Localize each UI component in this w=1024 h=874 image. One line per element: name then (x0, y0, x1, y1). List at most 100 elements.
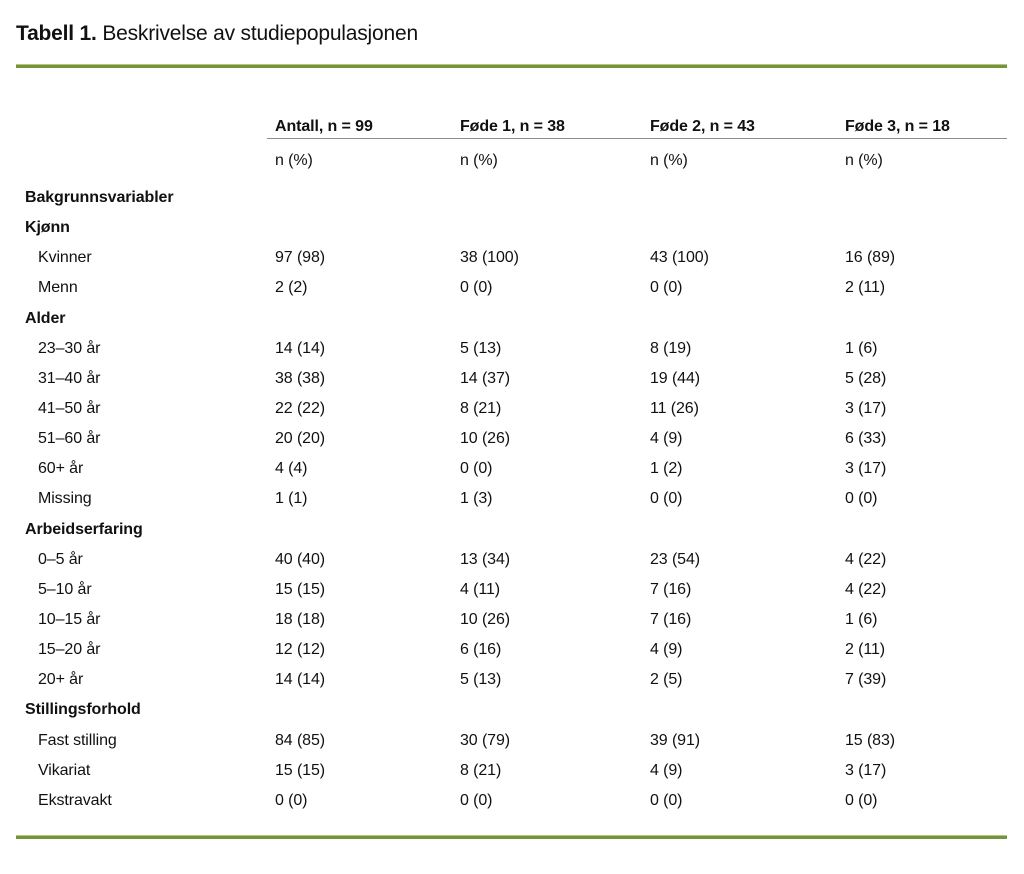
row-label: 15–20 år (38, 641, 101, 659)
column-header-fode2: Føde 2, n = 43 (650, 118, 755, 135)
value-cell: 14 (14) (275, 339, 325, 357)
value-cell: 4 (9) (650, 761, 683, 779)
table-row: 51–60 år 20 (20) 10 (26) 4 (9) 6 (33) (16, 424, 1008, 454)
value-cell: 1 (3) (460, 490, 493, 508)
row-label: Fast stilling (38, 731, 117, 749)
value-cell: 14 (14) (275, 671, 325, 689)
column-header-empty (16, 136, 275, 139)
row-label: Kjønn (25, 219, 70, 237)
row-label: 51–60 år (38, 430, 101, 448)
row-label: Ekstravakt (38, 791, 112, 809)
value-cell: 40 (40) (275, 550, 325, 568)
table-row: Kjønn (16, 213, 1008, 243)
units-cell: n (%) (460, 152, 498, 169)
value-cell: 2 (2) (275, 279, 308, 297)
value-cell: 15 (15) (275, 580, 325, 598)
column-header-antall: Antall, n = 99 (275, 118, 373, 135)
value-cell: 6 (33) (845, 430, 887, 448)
value-cell: 5 (13) (460, 671, 502, 689)
row-label: Arbeidserfaring (25, 520, 143, 538)
value-cell: 97 (98) (275, 249, 325, 267)
table-row: Stillingsforhold (16, 695, 1008, 725)
table-row: 60+ år 4 (4) 0 (0) 1 (2) 3 (17) (16, 454, 1008, 484)
row-label: 41–50 år (38, 400, 101, 418)
value-cell: 1 (6) (845, 611, 878, 629)
row-label: Alder (25, 309, 66, 327)
table-row: Bakgrunnsvariabler (16, 183, 1008, 213)
row-label: Vikariat (38, 761, 91, 779)
bottom-accent-rule (16, 835, 1007, 839)
row-label: Bakgrunnsvariabler (25, 189, 174, 207)
value-cell: 8 (21) (460, 761, 502, 779)
value-cell: 3 (17) (845, 460, 887, 478)
row-label: 31–40 år (38, 369, 101, 387)
value-cell: 30 (79) (460, 731, 510, 749)
value-cell: 4 (9) (650, 641, 683, 659)
value-cell: 39 (91) (650, 731, 700, 749)
value-cell: 8 (19) (650, 339, 692, 357)
value-cell: 2 (5) (650, 671, 683, 689)
value-cell: 3 (17) (845, 761, 887, 779)
table-body: Bakgrunnsvariabler Kjønn Kvinner 97 (98) 38 … (16, 183, 1008, 816)
value-cell: 0 (0) (460, 460, 493, 478)
value-cell: 4 (4) (275, 460, 308, 478)
table-row: 0–5 år 40 (40) 13 (34) 23 (54) 4 (22) (16, 545, 1008, 575)
value-cell: 4 (22) (845, 550, 887, 568)
row-label: 10–15 år (38, 611, 101, 629)
value-cell: 7 (39) (845, 671, 887, 689)
value-cell: 7 (16) (650, 580, 692, 598)
table-row: 31–40 år 38 (38) 14 (37) 19 (44) 5 (28) (16, 364, 1008, 394)
units-cell: n (%) (845, 152, 883, 169)
value-cell: 15 (15) (275, 761, 325, 779)
value-cell: 13 (34) (460, 550, 510, 568)
value-cell: 4 (9) (650, 430, 683, 448)
value-cell: 16 (89) (845, 249, 895, 267)
value-cell: 4 (11) (460, 580, 501, 598)
value-cell: 38 (38) (275, 369, 325, 387)
table-row: Menn 2 (2) 0 (0) 0 (0) 2 (11) (16, 273, 1008, 303)
table-row: 15–20 år 12 (12) 6 (16) 4 (9) 2 (11) (16, 635, 1008, 665)
table-title-prefix: Tabell 1. (16, 22, 97, 45)
value-cell: 2 (11) (845, 279, 886, 297)
row-label: 0–5 år (38, 550, 83, 568)
row-label: Stillingsforhold (25, 701, 141, 719)
table-row: Ekstravakt 0 (0) 0 (0) 0 (0) 0 (0) (16, 786, 1008, 816)
value-cell: 22 (22) (275, 400, 325, 418)
value-cell: 5 (28) (845, 369, 887, 387)
value-cell: 19 (44) (650, 369, 700, 387)
table-title: Tabell 1. Beskrivelse av studiepopulasjo… (16, 22, 418, 46)
table-row: 20+ år 14 (14) 5 (13) 2 (5) 7 (39) (16, 665, 1008, 695)
value-cell: 1 (6) (845, 339, 878, 357)
row-label: Kvinner (38, 249, 92, 267)
value-cell: 12 (12) (275, 641, 325, 659)
column-header-fode1: Føde 1, n = 38 (460, 118, 565, 135)
units-cell: n (%) (650, 152, 688, 169)
value-cell: 38 (100) (460, 249, 519, 267)
table-row: Kvinner 97 (98) 38 (100) 43 (100) 16 (89) (16, 243, 1008, 273)
row-label: Missing (38, 490, 92, 508)
value-cell: 5 (13) (460, 339, 502, 357)
value-cell: 23 (54) (650, 550, 700, 568)
table-row: 10–15 år 18 (18) 10 (26) 7 (16) 1 (6) (16, 605, 1008, 635)
row-label: Menn (38, 279, 78, 297)
value-cell: 1 (2) (650, 460, 683, 478)
value-cell: 0 (0) (845, 490, 878, 508)
value-cell: 10 (26) (460, 611, 510, 629)
value-cell: 43 (100) (650, 249, 709, 267)
units-cell: n (%) (275, 152, 313, 169)
value-cell: 84 (85) (275, 731, 325, 749)
value-cell: 11 (26) (650, 400, 699, 418)
value-cell: 0 (0) (460, 279, 493, 297)
value-cell: 14 (37) (460, 369, 510, 387)
value-cell: 0 (0) (845, 791, 878, 809)
table-row: Vikariat 15 (15) 8 (21) 4 (9) 3 (17) (16, 756, 1008, 786)
row-label: 60+ år (38, 460, 84, 478)
value-cell: 0 (0) (650, 791, 683, 809)
table-title-text: Beskrivelse av studiepopulasjonen (96, 22, 418, 45)
value-cell: 0 (0) (650, 490, 683, 508)
table-row: Missing 1 (1) 1 (3) 0 (0) 0 (0) (16, 484, 1008, 514)
row-label: 20+ år (38, 671, 84, 689)
top-accent-rule (16, 64, 1007, 68)
value-cell: 1 (1) (275, 490, 308, 508)
